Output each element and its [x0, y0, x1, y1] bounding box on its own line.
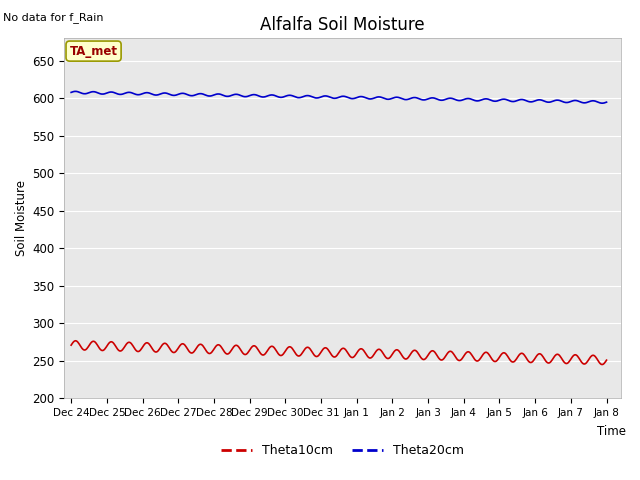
Text: TA_met: TA_met [70, 45, 118, 58]
Text: No data for f_Rain: No data for f_Rain [3, 12, 104, 23]
Y-axis label: Soil Moisture: Soil Moisture [15, 180, 28, 256]
X-axis label: Time: Time [597, 425, 627, 438]
Title: Alfalfa Soil Moisture: Alfalfa Soil Moisture [260, 16, 425, 34]
Legend: Theta10cm, Theta20cm: Theta10cm, Theta20cm [216, 439, 469, 462]
